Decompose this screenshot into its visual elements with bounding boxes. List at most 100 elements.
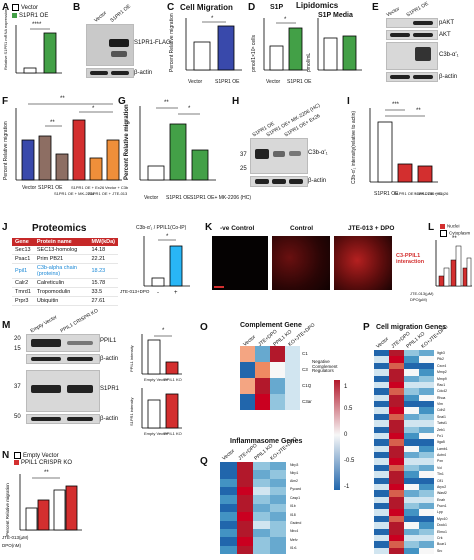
- heatmap-inflammasome: [220, 462, 286, 554]
- panel-letter: B: [73, 2, 81, 13]
- row-label: Mmp2: [437, 370, 447, 375]
- blot-band: [31, 417, 61, 421]
- row-label: C3ar: [302, 399, 312, 404]
- heatmap-cell: [374, 522, 389, 529]
- heatmap-cell: [374, 375, 389, 382]
- heatmap-cell: [404, 394, 419, 401]
- x-tick-label: Vector: [144, 195, 159, 201]
- table-cell: Prpr3: [12, 296, 34, 306]
- row-label: Rhoa: [437, 395, 446, 400]
- heatmap-cell: [419, 401, 434, 408]
- heatmap-cell: [419, 439, 434, 446]
- bar: [443, 267, 450, 287]
- x-tick-label: S1PR1 OE + MK-2206 (HC): [394, 191, 444, 196]
- blot-label: S1PR1-FLAG: [134, 40, 171, 46]
- heatmap-cell: [389, 534, 404, 542]
- bar: [397, 163, 413, 183]
- chart-title: C3b-α'₁ / PPIL1(Co-IP): [136, 225, 187, 231]
- row-label: Enah: [437, 497, 446, 502]
- heatmap-cell: [374, 381, 389, 389]
- heatmap-cell: [419, 541, 434, 548]
- panel-letter: N: [2, 450, 10, 461]
- heatmap-cell: [419, 432, 434, 440]
- table-cell: C3b-alpha chain (proteins): [33, 263, 89, 279]
- x-tick-label: Vector: [22, 185, 37, 191]
- blot-label: β-actin: [439, 74, 458, 80]
- row-label: Cxcr4: [437, 363, 447, 368]
- row-label: Nlrc4: [290, 529, 299, 533]
- mw-marker: 37: [240, 152, 247, 158]
- bar-s1pr1-oe: [217, 25, 235, 71]
- row-label: C3: [302, 367, 308, 372]
- heatmap-cell: [419, 356, 434, 363]
- heatmap-cell: [419, 471, 434, 478]
- bar: [165, 361, 179, 375]
- row-label: Casp1: [290, 496, 301, 500]
- bar-vector: [193, 41, 211, 71]
- bar-s1pr1-oe: [288, 27, 303, 71]
- mw-marker: 15: [14, 346, 21, 352]
- image-label: JTE-013 + DPO: [348, 225, 395, 232]
- x-row-label: JTE-013+DPO: [120, 289, 150, 294]
- heatmap-cell: [404, 350, 419, 357]
- panel-d-chart-left: [263, 18, 308, 71]
- row-labels-migration: Itgb3 Ptk2 Cxcr4 Mmp2 Mmp9 Rac1 Cdc42 Rhoa Vim Cd…: [437, 350, 473, 554]
- legend-empty-vector: Empty Vector: [23, 453, 59, 460]
- x-tick-label: S1PR1 OE + Ex26: [71, 185, 105, 190]
- panel-letter: C: [167, 2, 175, 13]
- heatmap-cell: [374, 515, 389, 523]
- heatmap-cell: [389, 547, 404, 554]
- row-label: C1Q: [302, 383, 312, 388]
- heatmap-cell: [419, 534, 434, 542]
- bar: [55, 153, 69, 181]
- table-row: Psac1 Prim PB21 22.21: [12, 254, 118, 264]
- heatmap-cell: [374, 420, 389, 427]
- blot-band: [31, 339, 61, 347]
- heatmap-cell: [374, 541, 389, 548]
- panel-n-chart: [19, 474, 82, 531]
- table-row: Tmrd1 Tropomodulin 33.5: [12, 287, 118, 297]
- blot-band: [111, 71, 129, 75]
- bar-vector: [269, 45, 284, 71]
- heatmap-cell: [419, 420, 434, 427]
- panel-title: Inflammasome Genes: [230, 438, 303, 445]
- heatmap-cell: [389, 528, 404, 535]
- heatmap-cell: [419, 445, 434, 452]
- heatmap-cell: [419, 426, 434, 433]
- western-blot: [386, 30, 438, 40]
- legend-s1pr1-oe: S1PR1 OE: [19, 13, 49, 20]
- heatmap-cell: [419, 375, 434, 382]
- row-label: Pycard: [290, 487, 301, 491]
- blot-label: C3b-α'₁: [439, 52, 459, 58]
- heatmap-cell: [404, 522, 419, 529]
- heatmap-cell: [389, 407, 404, 414]
- heatmap-cell: [404, 381, 419, 389]
- x-row-label: DPO(µM): [410, 297, 427, 302]
- heatmap-cell: [404, 369, 419, 376]
- row-label: Snai1: [437, 414, 446, 419]
- row-label: Nlrp1: [290, 471, 299, 475]
- blot-band: [67, 341, 93, 345]
- row-label: Actn4: [437, 453, 446, 457]
- x-row-label: DPO(nM): [2, 543, 21, 548]
- heatmap-cell: [389, 375, 404, 382]
- significance: **: [164, 100, 169, 106]
- table-row: Sec13 SEC13-homolog 14.18: [12, 246, 118, 255]
- bar: [147, 165, 165, 181]
- x-tick-label: S1PR1 OE+ MK-2206 (HC): [190, 195, 251, 201]
- heatmap-cell: [404, 375, 419, 382]
- heatmap-cell: [374, 413, 389, 421]
- blot-label: pAKT: [439, 20, 455, 26]
- heatmap-cell: [389, 503, 404, 510]
- x-tick-label: Vector: [266, 79, 281, 85]
- heatmap-cell: [404, 426, 419, 433]
- annotation: C3-PPIL1 interaction: [396, 253, 425, 265]
- heatmap-cell: [419, 528, 434, 535]
- row-label: Src: [437, 548, 443, 553]
- x-tick-label: S1PR1 OE + Ex 26: [414, 191, 449, 196]
- blot-band: [272, 179, 286, 184]
- heatmap-cell: [389, 496, 404, 503]
- western-blot: [386, 18, 438, 28]
- row-label: Myo10: [437, 516, 448, 521]
- table-row: Ppil1 C3b-alpha chain (proteins) 18.23: [12, 263, 118, 279]
